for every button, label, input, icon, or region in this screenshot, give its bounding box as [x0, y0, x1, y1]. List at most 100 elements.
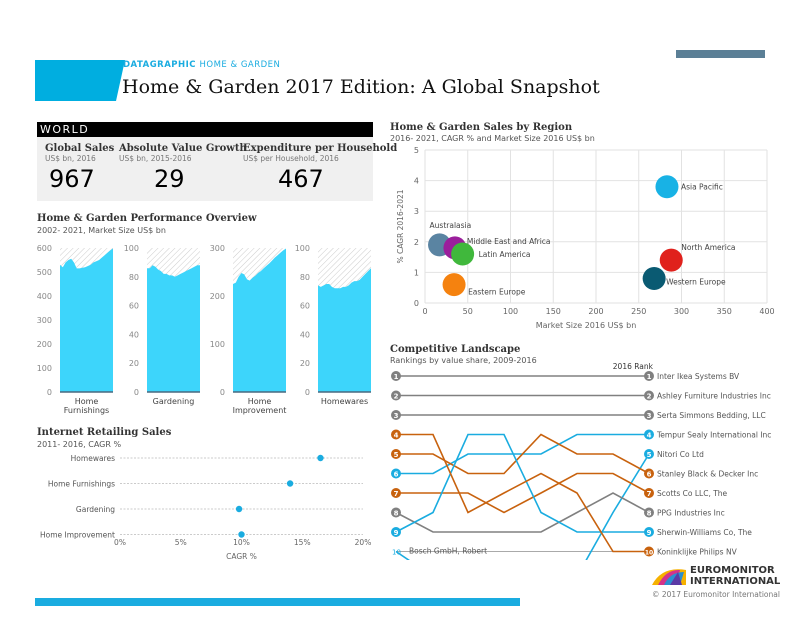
data-point — [317, 454, 324, 462]
y-tick-label: 0 — [305, 388, 310, 397]
data-point — [235, 505, 243, 513]
rank-start-number: 4 — [394, 432, 399, 440]
company-label: Nitori Co Ltd — [657, 450, 704, 459]
kicker-rest: HOME & GARDEN — [199, 60, 281, 70]
rank-end-marker — [644, 527, 654, 537]
rank-start-marker — [391, 371, 401, 381]
y-tick-label: 100 — [124, 244, 139, 253]
bubble-label: Asia Pacific — [681, 183, 723, 192]
stat-value: 29 — [154, 165, 185, 193]
area-homewares — [318, 268, 371, 392]
internet-dot-chart: Homewares Home Furnishings Gardening Home I… — [40, 454, 372, 561]
rank-start-marker — [391, 390, 401, 401]
company-label: Tempur Sealy International Inc — [656, 431, 771, 440]
x-tick-label: 350 — [717, 307, 732, 316]
x-tick-label: 20% — [355, 538, 372, 547]
bubble-asia-pacific — [655, 175, 679, 199]
y-tick-label: 0 — [134, 388, 139, 397]
y-tick-label: 0 — [414, 299, 419, 308]
y-tick-label: 60 — [129, 302, 139, 311]
data-point — [286, 480, 294, 487]
rank-end-number: 2 — [647, 393, 652, 401]
company-label: Scotts Co LLC, The — [657, 489, 728, 498]
y-tick-label: 3 — [414, 207, 419, 216]
company-label: Sherwin-Williams Co, The — [657, 528, 752, 537]
competitive-bump-chart: 2016 Rank 1 1 Inter Ikea Systems BV 2 2 Ashley… — [391, 362, 771, 560]
y-tick-label: 200 — [37, 340, 52, 349]
rank-start-number: 7 — [394, 490, 399, 498]
area-gardening — [147, 265, 200, 392]
x-axis-label: CAGR % — [226, 552, 257, 561]
area-home-furnishings — [60, 248, 113, 392]
rank-end-marker — [644, 507, 654, 518]
category-label: Home Improvement — [40, 531, 115, 540]
y-tick-label: 40 — [129, 330, 139, 339]
bubble-label: Middle East and Africa — [467, 237, 551, 246]
y-tick-label: 0 — [47, 388, 52, 397]
header-accent-bar — [676, 50, 765, 58]
rank-line — [396, 433, 649, 553]
x-tick-label: 200 — [588, 307, 603, 316]
company-label: Inter Ikea Systems BV — [657, 372, 740, 381]
header-kicker: DATAGRAPHIC HOME & GARDEN — [123, 60, 280, 70]
x-tick-label: 150 — [546, 307, 561, 316]
bubble-label: North America — [681, 243, 735, 252]
rank-end-marker — [644, 371, 654, 381]
rank-end-marker — [644, 410, 654, 420]
stat-global-sales: Global Sales US$ bn, 2016 967 — [45, 143, 114, 193]
copyright: © 2017 Euromonitor International — [652, 590, 780, 599]
rank-start-marker — [391, 507, 401, 518]
page-title: Home & Garden 2017 Edition: A Global Sna… — [122, 76, 600, 98]
category-label: Homewares — [71, 454, 115, 463]
y-tick-label: 4 — [414, 177, 419, 186]
rank-start-marker — [391, 468, 401, 479]
rank-end-number: 8 — [647, 510, 652, 518]
rank-end-number: 7 — [647, 490, 652, 498]
bubble-western-europe — [642, 267, 666, 291]
y-tick-label: 20 — [129, 359, 139, 368]
x-tick-label: 15% — [294, 538, 311, 547]
rank-line — [395, 433, 649, 533]
y-tick-label: 300 — [37, 316, 52, 325]
y-tick-label: 100 — [37, 364, 52, 373]
world-stats-panel — [37, 137, 373, 201]
logo-line2: INTERNATIONAL — [690, 576, 781, 587]
bubble-label: Western Europe — [666, 278, 726, 287]
stat-sub: US$ bn, 2016 — [45, 154, 96, 163]
company-label: PPG Industries Inc — [657, 509, 725, 518]
y-tick-label: 20 — [300, 359, 310, 368]
y-tick-label: 5 — [414, 146, 419, 155]
x-tick-label: 0% — [114, 538, 126, 547]
euromonitor-logo-icon — [652, 569, 686, 585]
rank-end-number: 10 — [645, 550, 653, 557]
company-label: Stanley Black & Decker Inc — [657, 470, 758, 479]
rank-end-marker — [644, 390, 654, 401]
company-label: Koninklijke Philips NV — [657, 548, 738, 557]
y-tick-label: 1 — [414, 268, 419, 277]
logo-line1: EUROMONITOR — [690, 565, 775, 576]
x-tick-label: 300 — [674, 307, 689, 316]
rank-start-number: 3 — [394, 412, 399, 420]
kicker-bold: DATAGRAPHIC — [123, 60, 197, 70]
rank-end-number: 9 — [647, 529, 652, 537]
rank-end-marker — [644, 468, 654, 479]
company-label: Ashley Furniture Industries Inc — [657, 392, 771, 401]
category-label: Gardening — [153, 397, 195, 406]
stat-value: 467 — [278, 165, 324, 193]
competitive-title: Competitive Landscape — [390, 344, 521, 355]
stat-absolute-growth: Absolute Value Growth US$ bn, 2015-2016 … — [119, 143, 247, 193]
x-tick-label: 0 — [422, 307, 427, 316]
x-tick-label: 400 — [759, 307, 774, 316]
y-axis-label: % CAGR 2016-2021 — [396, 189, 405, 263]
category-label: Gardening — [76, 505, 115, 514]
world-banner: WORLD — [37, 122, 373, 137]
x-tick-label: 10% — [233, 538, 250, 547]
rank-start-marker — [391, 488, 401, 498]
rank-start-marker — [391, 527, 401, 537]
company-label: Serta Simmons Bedding, LLC — [657, 411, 766, 420]
rank-line — [395, 492, 650, 533]
rank-start-number: 9 — [394, 529, 399, 537]
x-tick-label: 100 — [503, 307, 518, 316]
rank-start-number: 6 — [394, 471, 399, 479]
